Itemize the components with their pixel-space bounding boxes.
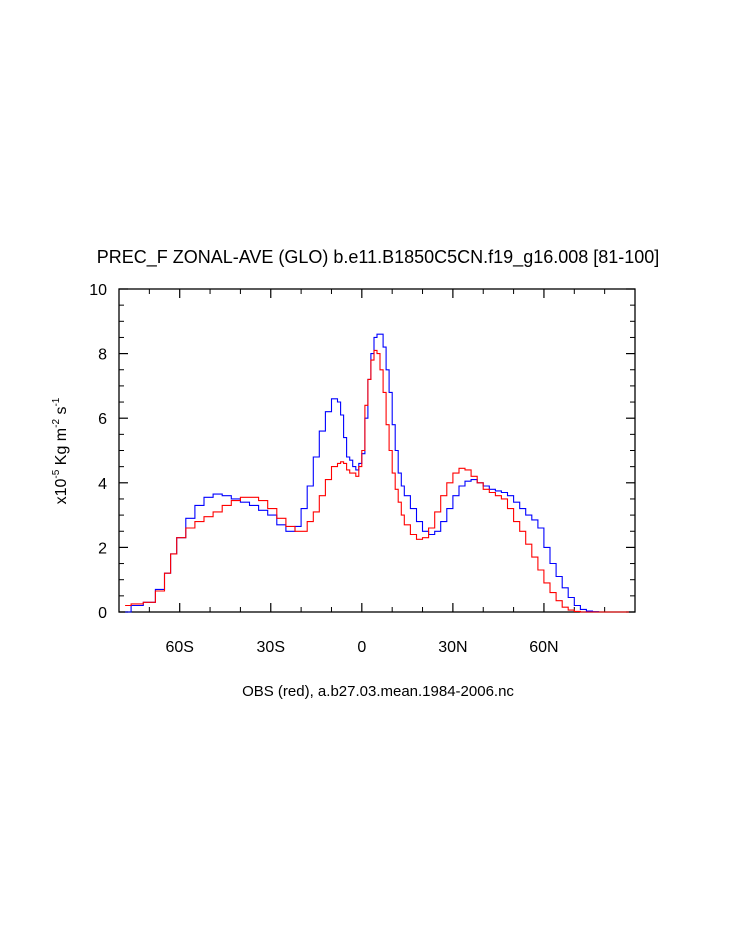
y-axis-label-mid2: s: [53, 407, 70, 419]
y-tick-label: 10: [89, 282, 107, 299]
y-axis-label-exp1: -5: [51, 469, 62, 478]
y-tick-labels: 0 2 4 6 8 10: [89, 282, 107, 622]
x-tick-label: 30S: [257, 639, 285, 656]
obs-series-line: [125, 349, 629, 613]
model-series-line: [125, 333, 629, 613]
series-layer: [125, 333, 629, 613]
x-tick-label: 0: [357, 639, 366, 656]
y-axis-label-base: x10: [53, 478, 70, 504]
chart-title: PREC_F ZONAL-AVE (GLO) b.e11.B1850C5CN.f…: [97, 247, 660, 268]
x-tick-label: 60N: [529, 639, 558, 656]
minor-ticks: [119, 289, 635, 612]
x-tick-label: 30N: [438, 639, 467, 656]
y-tick-label: 4: [98, 476, 107, 493]
y-tick-label: 2: [98, 540, 107, 557]
chart-subtitle: OBS (red), a.b27.03.mean.1984-2006.nc: [242, 683, 514, 700]
major-ticks: [119, 288, 635, 613]
x-tick-label: 60S: [165, 639, 193, 656]
y-tick-label: 6: [98, 411, 107, 428]
y-tick-label: 8: [98, 347, 107, 364]
y-axis-label-mid: Kg m: [53, 428, 70, 470]
y-axis-label: x10-5 Kg m-2 s-1: [51, 397, 70, 504]
y-axis-label-exp3: -1: [51, 397, 62, 406]
y-tick-label: 0: [98, 605, 107, 622]
plot-area: 0 2 4 6 8 10 60S 30S 0 30N 60N: [89, 282, 636, 656]
y-axis-label-exp2: -2: [51, 419, 62, 428]
x-tick-labels: 60S 30S 0 30N 60N: [165, 639, 558, 656]
